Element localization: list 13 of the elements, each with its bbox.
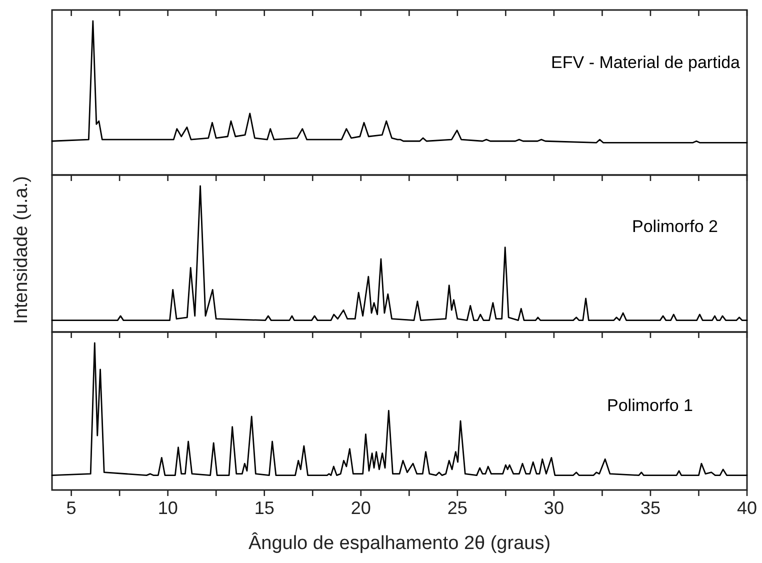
x-tick-label: 35 [640, 498, 660, 518]
x-tick-label: 5 [66, 498, 76, 518]
x-tick-label: 25 [447, 498, 468, 518]
x-tick-label: 20 [350, 498, 371, 518]
x-tick-label: 40 [736, 498, 758, 518]
x-tick-label: 10 [158, 498, 178, 518]
text: Polimorfo 1 [607, 396, 693, 415]
text: EFV - Material de partida [551, 53, 741, 72]
x-axis-title: Ângulo de espalhamento 2θ (graus) [248, 532, 551, 554]
x-tick-label: 15 [254, 498, 274, 518]
y-axis-title: Intensidade (u.a.) [11, 176, 32, 324]
text: Polimorfo 2 [632, 217, 718, 236]
x-tick-label: 30 [544, 498, 564, 518]
